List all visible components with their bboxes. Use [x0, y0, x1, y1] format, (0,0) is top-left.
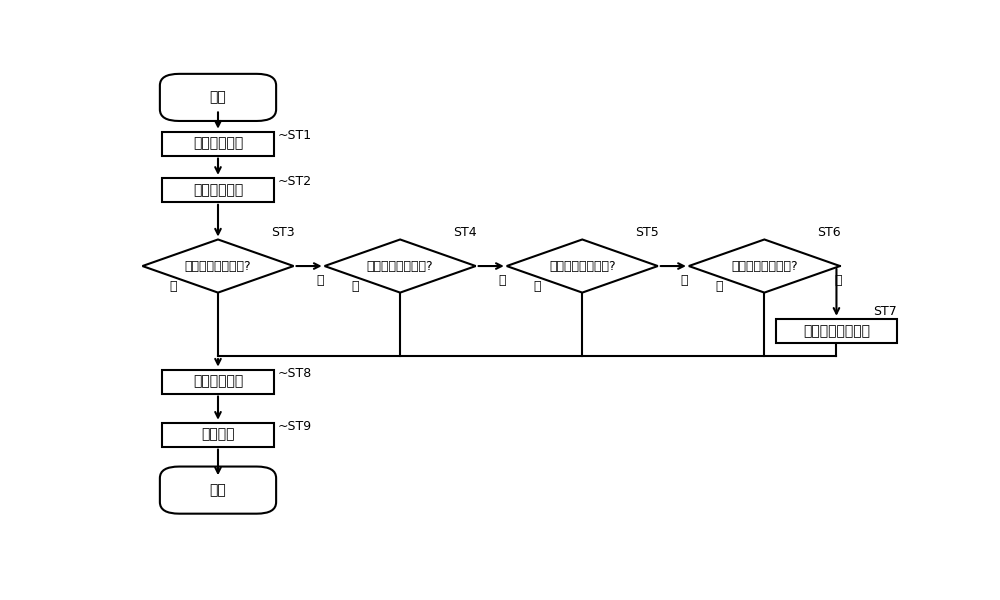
Text: ST5: ST5 — [635, 226, 659, 239]
Text: 结束: 结束 — [210, 483, 226, 497]
Bar — [162, 370, 274, 394]
FancyBboxPatch shape — [160, 74, 276, 121]
Text: 是: 是 — [351, 280, 359, 293]
Text: 设定第一运转模式: 设定第一运转模式 — [803, 324, 870, 338]
Text: 选择第四运转模式?: 选择第四运转模式? — [731, 260, 798, 272]
Bar — [776, 319, 897, 343]
Text: 否: 否 — [317, 274, 324, 287]
Text: 选择第二运转模式?: 选择第二运转模式? — [367, 260, 433, 272]
Text: ST7: ST7 — [873, 305, 897, 318]
Polygon shape — [689, 239, 840, 293]
Bar — [162, 422, 274, 446]
Text: ~ST9: ~ST9 — [278, 421, 312, 433]
Text: 否: 否 — [681, 274, 688, 287]
Text: 否: 否 — [499, 274, 506, 287]
Text: 选择第三运转模式?: 选择第三运转模式? — [549, 260, 616, 272]
Text: 选择第一运转模式?: 选择第一运转模式? — [185, 260, 251, 272]
Polygon shape — [142, 239, 294, 293]
Polygon shape — [325, 239, 476, 293]
Text: ST6: ST6 — [817, 226, 841, 239]
Text: 是: 是 — [169, 280, 177, 293]
Text: ~ST2: ~ST2 — [278, 175, 312, 188]
FancyBboxPatch shape — [160, 467, 276, 514]
Text: ST3: ST3 — [271, 226, 294, 239]
Bar — [162, 178, 274, 202]
Text: ~ST1: ~ST1 — [278, 129, 312, 142]
Text: 生成控制模式: 生成控制模式 — [193, 374, 243, 389]
Text: 开始: 开始 — [210, 91, 226, 104]
Polygon shape — [507, 239, 658, 293]
Text: 否: 否 — [834, 274, 842, 287]
Text: 获取第一指标: 获取第一指标 — [193, 183, 243, 197]
Bar — [162, 131, 274, 155]
Text: ST4: ST4 — [453, 226, 476, 239]
Text: 是: 是 — [716, 280, 723, 293]
Text: ~ST8: ~ST8 — [278, 367, 312, 380]
Text: 是: 是 — [534, 280, 541, 293]
Text: 设定必要风量: 设定必要风量 — [193, 137, 243, 151]
Text: 控制指示: 控制指示 — [201, 428, 235, 442]
